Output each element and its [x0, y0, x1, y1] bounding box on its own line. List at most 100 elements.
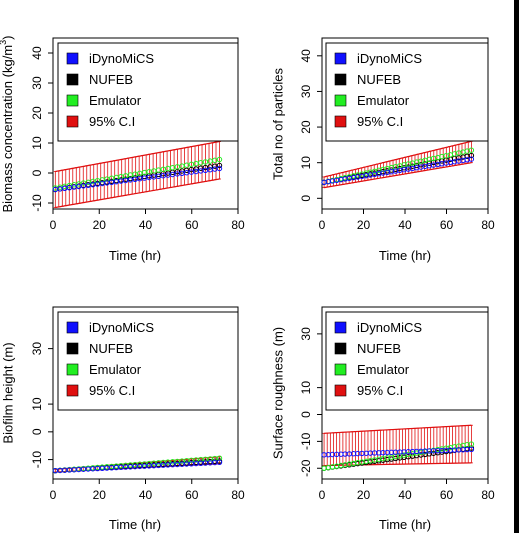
legend-swatch	[66, 73, 79, 86]
x-tick-label: 80	[231, 488, 245, 502]
series-idynomics	[52, 165, 223, 193]
ci-lower-line	[55, 178, 220, 209]
x-tick-label: 40	[398, 488, 412, 502]
y-tick-label: -10	[299, 432, 313, 450]
panel-2: iDynoMiCS NUFEB Emulator 95% C.I 0 20 40 60 80 0 1…	[270, 37, 495, 263]
x-tick-label: 0	[319, 488, 326, 502]
x-tick-label: 80	[231, 218, 245, 232]
y-tick-label: 10	[299, 156, 313, 170]
legend-box	[325, 42, 489, 142]
legend-label: NUFEB	[357, 72, 401, 87]
legend-swatch	[66, 363, 79, 376]
series-idynomics	[52, 459, 223, 474]
legend-label: Emulator	[357, 362, 410, 377]
data-point	[216, 459, 223, 466]
legend: iDynoMiCS NUFEB Emulator 95% C.I	[57, 42, 239, 142]
y-axis-title: Biofilm height (m)	[0, 342, 15, 443]
y-tick-label: 10	[30, 397, 44, 411]
series-emulator	[52, 156, 223, 191]
legend-swatch	[66, 115, 79, 128]
data-point	[435, 161, 441, 168]
legend-label: iDynoMiCS	[89, 320, 154, 335]
x-tick-label: 80	[481, 218, 495, 232]
x-tick-label: 20	[357, 218, 371, 232]
legend-label: Emulator	[89, 93, 142, 108]
legend-swatch	[66, 342, 79, 355]
legend-label: iDynoMiCS	[357, 51, 422, 66]
legend-label: NUFEB	[357, 341, 401, 356]
x-tick-label: 20	[93, 488, 107, 502]
panel-1: iDynoMiCS NUFEB Emulator 95% C.I 0 20 40 60 80 -1…	[0, 36, 245, 263]
legend-swatch	[334, 115, 347, 128]
data-point	[464, 148, 470, 154]
legend-label: iDynoMiCS	[89, 51, 154, 66]
y-tick-label: 40	[299, 49, 313, 63]
series-emulator	[321, 147, 475, 185]
legend-swatch	[334, 321, 347, 334]
legend-label: 95% C.I	[89, 114, 135, 129]
ci-upper-line	[324, 424, 472, 434]
ci-upper-line	[323, 140, 472, 178]
legend-label: NUFEB	[89, 72, 133, 87]
data-point	[468, 156, 475, 162]
legend: iDynoMiCS NUFEB Emulator 95% C.I	[57, 311, 239, 411]
data-point	[405, 161, 411, 167]
data-point	[409, 160, 416, 166]
x-axis-title: Time (hr)	[379, 248, 431, 263]
x-tick-label: 20	[357, 488, 371, 502]
legend-label: 95% C.I	[357, 383, 403, 398]
y-tick-label: 0	[299, 411, 313, 418]
y-axis-title: Biomass concentration (kg/m3)	[0, 36, 15, 213]
data-point	[216, 162, 223, 169]
legend-box	[57, 42, 239, 142]
series-idynomics	[321, 446, 475, 458]
legend-label: Emulator	[89, 362, 142, 377]
x-tick-label: 60	[185, 488, 199, 502]
legend: iDynoMiCS NUFEB Emulator 95% C.I	[325, 42, 489, 142]
legend-swatch	[334, 363, 347, 376]
y-tick-label: 30	[30, 342, 44, 356]
legend-swatch	[66, 384, 79, 397]
x-tick-label: 0	[50, 218, 57, 232]
y-tick-label: 30	[299, 327, 313, 341]
x-axis-title: Time (hr)	[109, 517, 161, 532]
x-tick-label: 60	[440, 218, 454, 232]
legend-swatch	[334, 73, 347, 86]
legend-swatch	[334, 52, 347, 65]
data-point	[216, 156, 223, 163]
x-tick-label: 60	[185, 218, 199, 232]
panel-4: iDynoMiCS NUFEB Emulator 95% C.I 0 20 40 60 80 -2…	[270, 306, 495, 532]
ci-lower-line	[323, 162, 472, 189]
y-tick-label: -10	[30, 194, 44, 212]
legend-swatch	[334, 384, 347, 397]
y-tick-label: 0	[30, 428, 44, 435]
x-tick-label: 40	[398, 218, 412, 232]
ci-errorbars	[322, 424, 473, 467]
legend-label: 95% C.I	[89, 383, 135, 398]
legend-label: Emulator	[357, 93, 410, 108]
y-tick-label: 0	[299, 195, 313, 202]
data-point	[321, 465, 327, 471]
legend-swatch	[66, 94, 79, 107]
x-axis-title: Time (hr)	[109, 248, 161, 263]
data-point	[460, 149, 466, 155]
y-tick-label: 10	[299, 381, 313, 395]
legend-swatch	[66, 321, 79, 334]
y-tick-label: 0	[30, 169, 44, 176]
legend: iDynoMiCS NUFEB Emulator 95% C.I	[325, 311, 489, 411]
legend-swatch	[66, 52, 79, 65]
panel-3: iDynoMiCS NUFEB Emulator 95% C.I 0 20 40 60 80 -1…	[0, 306, 245, 532]
y-tick-label: 10	[30, 136, 44, 150]
y-tick-label: 20	[30, 106, 44, 120]
legend-swatch	[334, 94, 347, 107]
x-tick-label: 40	[139, 488, 153, 502]
x-tick-label: 0	[50, 488, 57, 502]
y-tick-label: 20	[299, 120, 313, 134]
data-point	[447, 159, 454, 166]
data-point	[397, 163, 403, 169]
legend-box	[57, 311, 239, 411]
y-tick-label: 30	[30, 76, 44, 90]
data-point	[179, 163, 185, 169]
y-tick-label: 30	[299, 84, 313, 98]
